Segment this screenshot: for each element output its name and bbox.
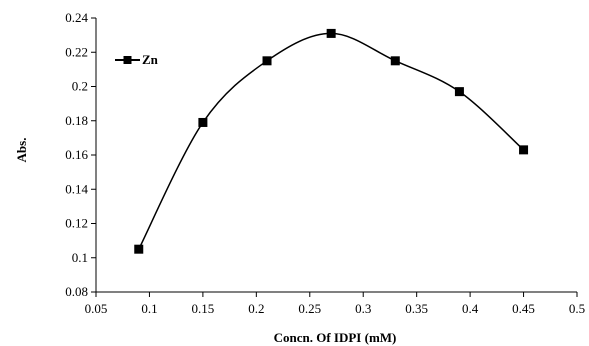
y-tick-label: 0.12	[65, 216, 88, 231]
y-tick-label: 0.2	[72, 79, 88, 94]
series-layer	[134, 28, 529, 254]
legend-marker	[123, 56, 132, 64]
y-axis-title: Abs.	[14, 138, 29, 163]
legend: Zn	[115, 52, 159, 67]
x-axis-ticks: 0.05 0.1 0.15 0.2 0.25 0.3 0.35 0.4 0.45 0.5	[85, 292, 585, 316]
legend-label: Zn	[142, 52, 159, 67]
y-tick-label: 0.1	[72, 250, 88, 265]
x-tick-label: 0.4	[462, 301, 479, 316]
y-tick-label: 0.14	[65, 181, 88, 196]
data-point	[326, 28, 336, 38]
data-point	[519, 145, 529, 155]
x-tick-label: 0.45	[512, 301, 535, 316]
y-axis-ticks: 0.08 0.1 0.12 0.14 0.16 0.18 0.2 0.22 0.24	[65, 10, 96, 299]
data-point	[134, 244, 144, 254]
x-axis-title: Concn. Of IDPI (mM)	[274, 330, 397, 345]
x-tick-label: 0.3	[355, 301, 371, 316]
x-tick-label: 0.15	[192, 301, 215, 316]
plot-area	[95, 18, 577, 293]
x-tick-label: 0.1	[141, 301, 157, 316]
y-tick-label: 0.18	[65, 113, 88, 128]
y-tick-label: 0.22	[65, 44, 88, 59]
x-tick-label: 0.5	[569, 301, 585, 316]
data-point	[198, 117, 208, 127]
y-tick-label: 0.16	[65, 147, 88, 162]
data-point	[262, 56, 272, 66]
series-line-zn	[138, 32, 525, 250]
y-tick-label: 0.24	[65, 10, 88, 25]
x-tick-label: 0.25	[298, 301, 321, 316]
data-point	[390, 56, 400, 66]
x-tick-label: 0.35	[405, 301, 428, 316]
x-tick-label: 0.2	[248, 301, 264, 316]
y-tick-label: 0.08	[65, 284, 88, 299]
x-tick-label: 0.05	[85, 301, 108, 316]
data-point	[454, 87, 464, 97]
